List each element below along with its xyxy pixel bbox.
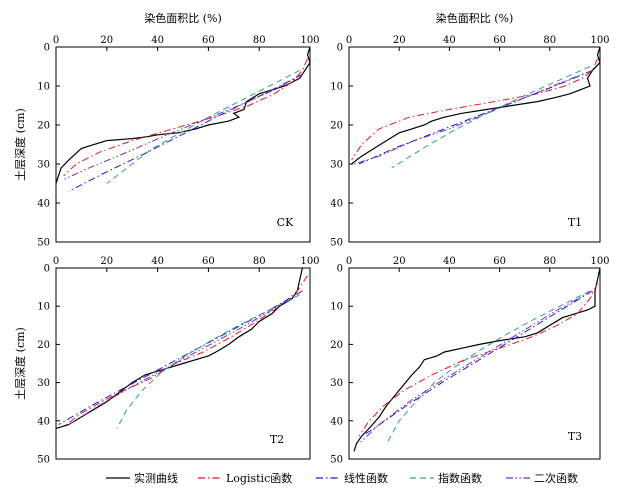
panel-t2-xtick-label: 80 <box>253 256 266 267</box>
panel-t2-xtick-label: 40 <box>151 256 164 267</box>
panel-t3-xtick-label: 0 <box>346 256 352 267</box>
panel-t3-ytick-label: 50 <box>330 455 343 466</box>
legend-label: 线性函数 <box>344 471 388 485</box>
panel-t1-series-指数函数 <box>391 66 591 169</box>
panel-t3-xtick-label: 60 <box>493 256 506 267</box>
panel-t1-series-二次函数 <box>353 69 593 165</box>
panel-t2-ytick-label: 20 <box>37 340 50 351</box>
panel-ck-ytick-label: 0 <box>44 43 50 54</box>
panel-t1-xtick-label: 60 <box>493 35 506 46</box>
panel-t3-xtick-label: 80 <box>543 256 556 267</box>
panel-t3-xtick-label: 100 <box>590 256 609 267</box>
panel-ck-x-axis-title: 染色面积比 (%) <box>144 11 222 25</box>
panel-ck-xtick-label: 60 <box>202 35 215 46</box>
panel-t1-xtick-label: 0 <box>346 35 352 46</box>
panel-t3-series-Logistic函数 <box>358 283 598 437</box>
panel-t1-series-Logistic函数 <box>351 58 598 161</box>
panel-t2-y-axis-title: 土层深度 (cm) <box>13 327 27 400</box>
panel-t1-ytick-label: 30 <box>330 160 343 171</box>
panel-t2-series-实测曲线 <box>55 267 303 429</box>
panel-t2-series-线性函数 <box>58 290 303 426</box>
panel-ck-ytick-label: 30 <box>37 160 50 171</box>
panel-ck-series-Logistic函数 <box>63 58 308 177</box>
panel-ck-xtick-label: 0 <box>53 35 59 46</box>
panel-t1-xtick-label: 20 <box>393 35 406 46</box>
panel-t3-label: T3 <box>568 430 582 443</box>
panel-t2-ytick-label: 0 <box>44 264 50 275</box>
panel-t3-xtick-label: 40 <box>443 256 456 267</box>
panel-t1-xtick-label: 80 <box>543 35 556 46</box>
panel-ck-series-指数函数 <box>106 69 301 184</box>
panel-t1-xtick-label: 40 <box>443 35 456 46</box>
panel-t2-frame <box>55 267 311 460</box>
panel-t1-ytick-label: 10 <box>330 82 343 93</box>
panel-ck-series-二次函数 <box>63 73 303 181</box>
panel-t3-ytick-label: 10 <box>330 302 343 313</box>
panel-t2-series-指数函数 <box>116 294 301 429</box>
panel-t1-ytick-label: 0 <box>337 43 343 54</box>
panel-ck-ytick-label: 10 <box>37 82 50 93</box>
legend-label: 指数函数 <box>438 471 482 485</box>
panel-t2-ytick-label: 10 <box>37 302 50 313</box>
panel-ck-ytick-label: 40 <box>37 199 50 210</box>
panel-ck-ytick-label: 50 <box>37 238 50 249</box>
panel-ck-series-线性函数 <box>68 73 303 192</box>
panel-t3-series-实测曲线 <box>353 267 601 452</box>
panel-t2-ytick-label: 40 <box>37 416 50 427</box>
panel-t2-series-Logistic函数 <box>65 275 308 426</box>
panel-t3-ytick-label: 40 <box>330 416 343 427</box>
panel-t2-label: T2 <box>270 433 284 446</box>
panel-t2-xtick-label: 100 <box>300 256 319 267</box>
panel-t1-ytick-label: 50 <box>330 238 343 249</box>
panel-t3-ytick-label: 20 <box>330 340 343 351</box>
panel-ck-xtick-label: 80 <box>253 35 266 46</box>
panel-t3-xtick-label: 20 <box>393 256 406 267</box>
panel-t1-x-axis-title: 染色面积比 (%) <box>436 11 514 25</box>
legend-label: Logistic函数 <box>226 472 292 485</box>
panel-ck-xtick-label: 100 <box>300 35 319 46</box>
panel-ck-label: CK <box>277 216 294 229</box>
legend-label: 二次函数 <box>534 471 578 485</box>
panel-ck-frame <box>55 46 311 243</box>
panel-t3-series-指数函数 <box>386 290 591 444</box>
panel-t2-ytick-label: 30 <box>37 378 50 389</box>
panel-t1-series-线性函数 <box>358 69 593 165</box>
panel-t1-ytick-label: 40 <box>330 199 343 210</box>
panel-t2-xtick-label: 60 <box>202 256 215 267</box>
panel-t1-label: T1 <box>568 216 582 229</box>
panel-t3-ytick-label: 30 <box>330 378 343 389</box>
panel-ck-xtick-label: 40 <box>151 35 164 46</box>
panel-t2-xtick-label: 20 <box>100 256 113 267</box>
legend-label: 实测曲线 <box>134 471 178 485</box>
panel-ck-series-实测曲线 <box>55 46 311 184</box>
panel-t3-frame <box>348 267 601 460</box>
panel-t1-ytick-label: 20 <box>330 121 343 132</box>
panel-ck-ytick-label: 20 <box>37 121 50 132</box>
panel-t1-frame <box>348 46 601 243</box>
panel-ck-y-axis-title: 土层深度 (cm) <box>13 108 27 181</box>
panel-t1-xtick-label: 100 <box>590 35 609 46</box>
panel-t3-series-线性函数 <box>361 290 593 437</box>
panel-t1-series-实测曲线 <box>351 46 601 165</box>
panel-t3-series-二次函数 <box>358 290 593 445</box>
panel-t2-xtick-label: 0 <box>53 256 59 267</box>
panel-ck-xtick-label: 20 <box>100 35 113 46</box>
panel-t2-ytick-label: 50 <box>37 455 50 466</box>
panel-t3-ytick-label: 0 <box>337 264 343 275</box>
